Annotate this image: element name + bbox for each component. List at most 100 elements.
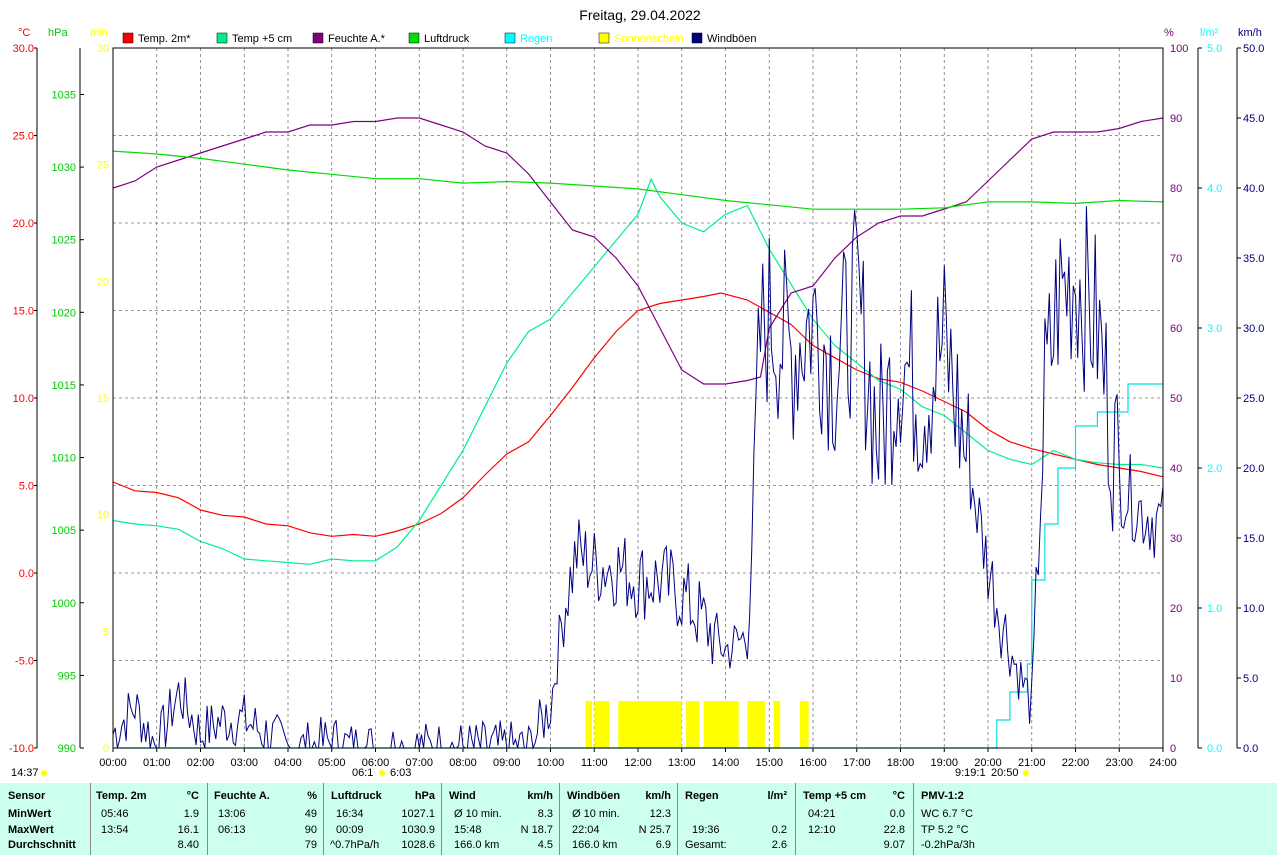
stats-header: Regen xyxy=(685,790,719,802)
legend-swatch xyxy=(312,32,324,44)
stats-time: 22:04 xyxy=(572,824,600,836)
left-axes: °C hPa min 30.0 25.0 20.0 15.0 10.0 5.0 0.0 -5.0 -1… xyxy=(9,27,109,755)
sunshine-bar xyxy=(703,701,739,748)
legend-label: Regen xyxy=(520,33,552,45)
stats-col-temp2m: Temp. 2m °C 05:46 1.9 13:54 16.1 8.40 xyxy=(90,783,207,855)
time-tick-label: 24:00 xyxy=(1149,757,1177,769)
tick-label: 1005 xyxy=(52,525,76,537)
tick-label: 0 xyxy=(103,743,109,755)
stats-header: PMV-1:2 xyxy=(921,790,964,802)
stats-value: -0.2hPa/3h xyxy=(921,839,975,851)
legend-label: Sonnenschein xyxy=(614,33,684,45)
axis-unit: % xyxy=(1164,27,1174,39)
stats-value: 12.3 xyxy=(649,808,671,820)
stats-note: 166.0 km xyxy=(572,839,618,851)
chart-title: Freitag, 29.04.2022 xyxy=(579,7,701,23)
stats-time: Ø 10 min. xyxy=(454,808,502,820)
stats-time: 05:46 xyxy=(101,808,129,820)
stats-row-label: MaxWert xyxy=(8,824,54,836)
tick-label: 40.0 xyxy=(1243,183,1264,195)
tick-label: 70 xyxy=(1170,253,1182,265)
axis-unit: km/h xyxy=(1238,27,1262,39)
stats-time: 13:06 xyxy=(218,808,246,820)
tick-label: 60 xyxy=(1170,323,1182,335)
chart-grid xyxy=(113,48,1163,748)
axis-unit: °C xyxy=(18,27,30,39)
axis-unit: l/m² xyxy=(1200,27,1219,39)
legend-label: Feuchte A.* xyxy=(328,33,386,45)
tick-label: 20 xyxy=(97,276,109,288)
stats-value: 8.3 xyxy=(537,808,553,820)
tick-label: 1020 xyxy=(52,307,76,319)
stats-value: TP 5.2 °C xyxy=(921,824,969,836)
tick-label: 30.0 xyxy=(13,43,34,55)
stats-value: 16.1 xyxy=(177,824,199,836)
legend-swatch xyxy=(408,32,420,44)
stats-note: Gesamt: xyxy=(685,839,727,851)
stats-unit: °C xyxy=(892,790,905,802)
series-line xyxy=(112,292,1164,537)
sun-marker xyxy=(41,770,47,776)
tick-label: 45.0 xyxy=(1243,113,1264,125)
tick-label: 15.0 xyxy=(13,306,34,318)
tick-label: 5.0 xyxy=(19,481,34,493)
sun-marker xyxy=(1023,770,1029,776)
stats-header: Luftdruck xyxy=(331,790,382,802)
stats-value: N 18.7 xyxy=(520,824,553,836)
tick-label: -5.0 xyxy=(15,656,34,668)
time-tick-label: 09:00 xyxy=(493,757,521,769)
sunset-label: 9:19:1 xyxy=(955,767,986,779)
sunshine-bar xyxy=(594,701,610,748)
stats-col-rain: Regen l/m² 19:36 0.2 Gesamt: 2.6 xyxy=(677,783,795,855)
stats-col-gusts: Windböen km/h Ø 10 min. 12.3 22:04 N 25.… xyxy=(559,783,677,855)
stats-value: 0.0 xyxy=(889,808,905,820)
sunshine-bar xyxy=(585,701,593,748)
legend-swatch xyxy=(598,32,610,44)
stats-time: Ø 10 min. xyxy=(572,808,620,820)
stats-value: 49 xyxy=(304,808,317,820)
time-tick-label: 17:00 xyxy=(843,757,871,769)
stats-row-label: MinWert xyxy=(8,808,52,820)
tick-label: 25.0 xyxy=(1243,393,1264,405)
tick-label: 1035 xyxy=(52,89,76,101)
tick-label: 2.0 xyxy=(1207,463,1222,475)
sun-marker xyxy=(379,770,385,776)
statistics-panel: Sensor MinWert MaxWert Durchschnitt Temp… xyxy=(0,783,1277,855)
stats-col-pressure: Luftdruck hPa 16:34 1027.1 00:09 1030.9 … xyxy=(323,783,441,855)
stats-note: ^0.7hPa/h xyxy=(330,839,380,851)
sunshine-bar xyxy=(618,701,682,748)
tick-label: 3.0 xyxy=(1207,323,1222,335)
stats-header: Feuchte A. xyxy=(214,790,270,802)
stats-time: 15:48 xyxy=(454,824,482,836)
time-tick-label: 20:00 xyxy=(974,757,1002,769)
stats-time: 12:10 xyxy=(808,824,836,836)
sunset-label: 20:50 xyxy=(991,767,1019,779)
stats-value: N 25.7 xyxy=(638,824,671,836)
tick-label: 20.0 xyxy=(13,218,34,230)
sunshine-bar xyxy=(686,701,700,748)
tick-label: 30 xyxy=(97,43,109,55)
tick-label: 5.0 xyxy=(1207,43,1222,55)
stats-value: 1.9 xyxy=(183,808,199,820)
time-tick-label: 11:00 xyxy=(581,757,608,769)
stats-time: 19:36 xyxy=(692,824,720,836)
sunshine-bar xyxy=(799,701,809,748)
stats-value: 6.9 xyxy=(655,839,671,851)
stats-unit: l/m² xyxy=(767,790,787,802)
tick-label: 20 xyxy=(1170,603,1182,615)
tick-label: 15 xyxy=(97,393,109,405)
time-tick-label: 19:00 xyxy=(930,757,958,769)
stats-col-sensor: Sensor MinWert MaxWert Durchschnitt xyxy=(0,783,90,855)
right-axes: % l/m² km/h10090807060504030201005.04.03.0… xyxy=(1164,27,1264,755)
legend-swatch xyxy=(504,32,516,44)
stats-value: 90 xyxy=(304,824,317,836)
stats-unit: hPa xyxy=(414,790,435,802)
stats-time: 06:13 xyxy=(218,824,246,836)
tick-label: 10.0 xyxy=(13,393,34,405)
stats-header: Temp +5 cm xyxy=(803,790,867,802)
stats-col-wind: Wind km/h Ø 10 min. 8.3 15:48 N 18.7 166… xyxy=(441,783,559,855)
legend-label: Luftdruck xyxy=(424,33,470,45)
legend-label: Temp. 2m* xyxy=(138,33,191,45)
sunshine-bars xyxy=(585,701,809,748)
time-tick-label: 07:00 xyxy=(405,757,433,769)
